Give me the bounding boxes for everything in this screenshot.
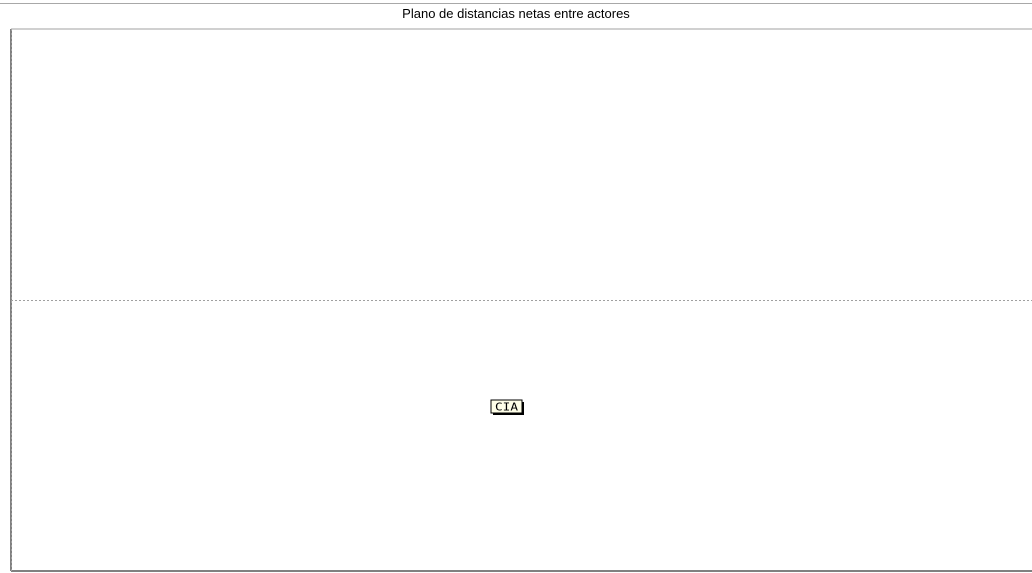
chart-title: Plano de distancias netas entre actores: [402, 6, 630, 21]
top-rule: [0, 3, 1032, 4]
label-box: [490, 399, 523, 414]
label-cia: CIA: [490, 399, 524, 415]
label-text: CIA: [495, 402, 519, 414]
